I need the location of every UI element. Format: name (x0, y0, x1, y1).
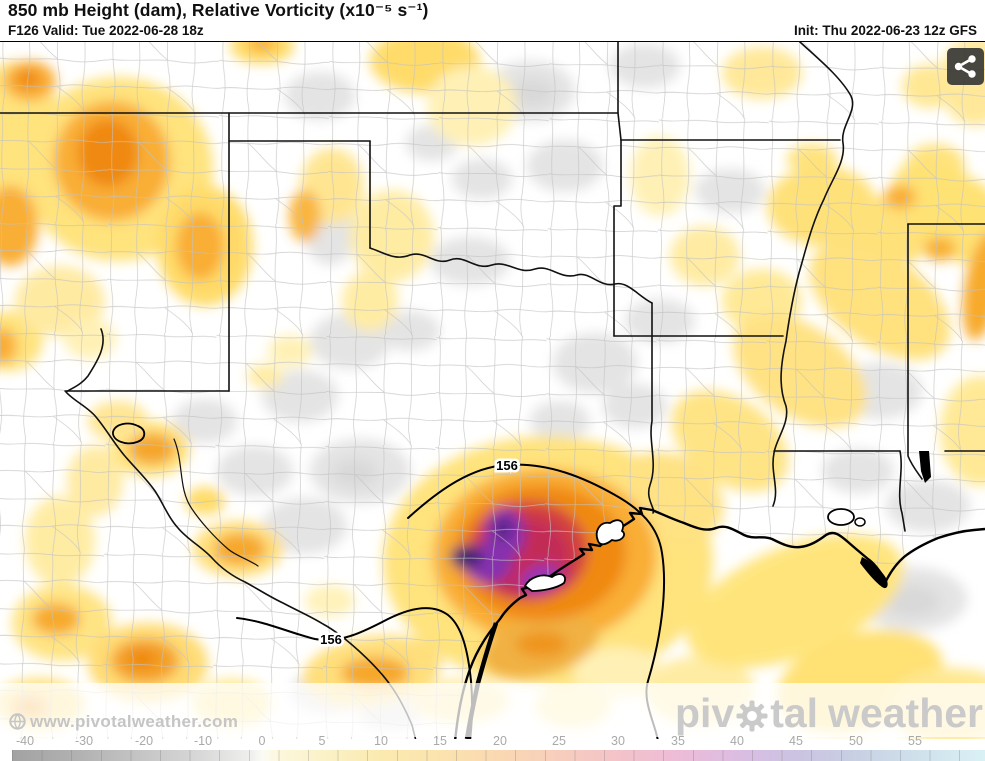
colorbar-tick: 50 (849, 734, 863, 748)
colorbar-tick: 0 (258, 734, 266, 748)
contour-label-156-south: 156 (320, 632, 342, 647)
colorbar-tick: 15 (433, 734, 447, 748)
colorbar-tick: -20 (134, 734, 154, 748)
forecast-valid-label: F126 Valid: Tue 2022-06-28 18z (8, 23, 204, 38)
watermark-band: www.pivotalweather.com piv tal weather (0, 683, 985, 737)
colorbar-tick: 25 (552, 734, 566, 748)
contour-labels: 156 156 (318, 456, 521, 650)
share-button[interactable] (947, 48, 984, 85)
colorbar-tick: 10 (374, 734, 388, 748)
colorbar-tick: -40 (15, 734, 35, 748)
brand-text-prefix: piv (674, 690, 735, 736)
colorbar-tick: 5 (318, 734, 326, 748)
brand-text-mid: tal (770, 690, 819, 736)
brand-text-suffix: weather (828, 690, 983, 736)
coastline-layer (454, 451, 985, 739)
contour-label-156-north: 156 (496, 458, 518, 473)
globe-icon (9, 713, 26, 735)
brand-logo: piv tal weather (675, 690, 983, 737)
model-init-label: Init: Thu 2022-06-23 12z GFS (793, 23, 977, 38)
colorbar-tick: -10 (193, 734, 213, 748)
height-contours-layer (112, 422, 666, 739)
colorbar-tick: 30 (611, 734, 625, 748)
map-canvas: 156 156 (0, 42, 985, 739)
colorbar (12, 750, 985, 761)
colorbar-tick: 20 (493, 734, 507, 748)
colorbar-tick: 55 (908, 734, 922, 748)
colorbar-tick-labels: -40 -30 -20 -10 0 5 10 15 20 25 30 35 40 45 50 55 (0, 734, 985, 749)
colorbar-tick: 40 (730, 734, 744, 748)
gear-icon (736, 700, 768, 731)
state-borders-layer (0, 42, 985, 739)
share-icon (954, 55, 976, 78)
colorbar-tick: 35 (671, 734, 685, 748)
watermark-url: www.pivotalweather.com (30, 712, 239, 731)
colorbar-tick: -30 (74, 734, 94, 748)
weather-map: 156 156 (0, 41, 985, 739)
colorbar-tick: 45 (789, 734, 803, 748)
page-title: 850 mb Height (dam), Relative Vorticity … (8, 0, 429, 20)
